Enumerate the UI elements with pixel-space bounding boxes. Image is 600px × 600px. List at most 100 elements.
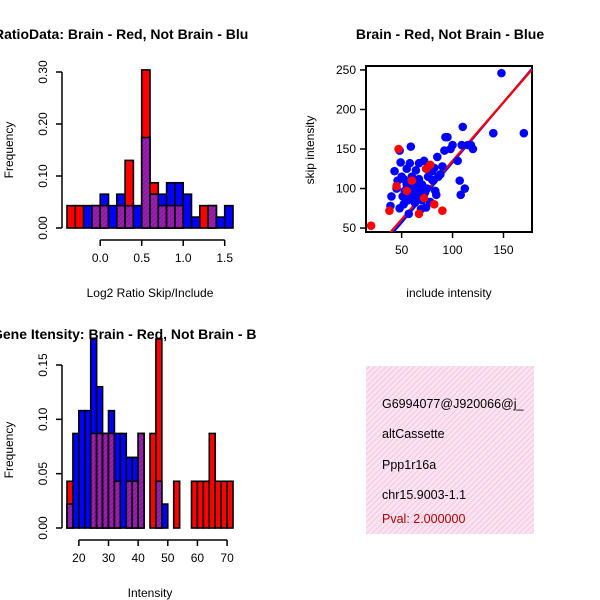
intensity-x-tick-label: 30 — [102, 551, 116, 565]
intensity-overlap-bar — [155, 480, 163, 529]
ratio-overlap-bar — [165, 204, 176, 229]
brain-point — [414, 209, 424, 219]
not-brain-point — [448, 140, 457, 150]
brain-point — [429, 200, 439, 209]
not-brain-point — [431, 190, 441, 200]
intensity-bar — [119, 432, 128, 529]
scatter-fit-lines — [389, 68, 532, 232]
ratio-histogram-bars — [66, 69, 234, 229]
intensity-overlap-bar — [101, 432, 110, 529]
info-event-type: altCassette — [382, 427, 445, 441]
scatter-x-tick-label: 50 — [395, 243, 409, 257]
not-brain-point — [460, 184, 470, 193]
intensity-overlap-bar — [137, 432, 145, 529]
ratio-x-axis: 0.0 0.5 1.0 1.5 — [92, 239, 233, 265]
not-brain-point — [404, 209, 414, 219]
not-brain-point — [453, 156, 462, 166]
ratio-bar — [190, 216, 201, 229]
intensity-y-tick-label: 0.00 — [36, 516, 50, 540]
not-brain-point — [519, 128, 529, 138]
not-brain-point — [456, 190, 466, 200]
not-brain-point — [455, 176, 464, 185]
ratio-overlap-bar — [91, 204, 102, 229]
intensity-bar — [208, 432, 217, 529]
not-brain-point — [497, 68, 506, 78]
scatter-points — [366, 68, 529, 230]
not-brain-point — [422, 184, 432, 193]
ratio-overlap-bar — [157, 204, 168, 229]
ratio-y-tick-label: 0.20 — [36, 112, 50, 136]
scatter-x-label: include intensity — [406, 286, 491, 300]
info-id-line: G6994077@J920066@j_ — [382, 397, 525, 411]
ratio-bar — [107, 204, 118, 229]
ratio-bar — [215, 216, 226, 229]
intensity-x-axis: 20 30 40 50 60 70 — [72, 539, 234, 565]
intensity-bar — [172, 480, 181, 529]
intensity-y-tick-label: 0.15 — [36, 353, 50, 377]
not-brain-point — [419, 156, 429, 166]
ratio-histogram-panel: RatioData: Brain - Red, Not Brain - Blu … — [0, 26, 248, 300]
scatter-y-label: skip intensity — [303, 116, 317, 185]
brain-point — [425, 160, 435, 170]
ratio-overlap-bar — [140, 136, 151, 229]
scatter-y-tick-label: 50 — [343, 221, 357, 235]
intensity-bar — [214, 480, 222, 529]
ratio-x-tick-label: 1.5 — [216, 251, 233, 265]
intensity-y-axis: 0.00 0.05 0.10 0.15 — [36, 353, 63, 540]
intensity-overlap-bar — [107, 432, 116, 529]
scatter-y-tick-label: 150 — [336, 142, 356, 156]
not-brain-point — [432, 152, 442, 162]
intensity-overlap-bar — [131, 480, 139, 529]
info-location: chr15.9003-1.1 — [382, 488, 466, 502]
intensity-bar — [78, 409, 86, 529]
scatter-y-axis: 50 100 150 200 250 — [336, 63, 366, 235]
ratio-y-tick-label: 0.00 — [36, 216, 50, 240]
intensity-x-tick-label: 70 — [220, 551, 234, 565]
intensity-histogram-title: Gene Itensity: Brain - Red, Not Brain - … — [0, 326, 256, 342]
intensity-overlap-bar — [113, 480, 122, 529]
not-brain-point — [438, 162, 447, 171]
ratio-y-tick-label: 0.30 — [36, 60, 50, 84]
intensity-histogram-panel: Gene Itensity: Brain - Red, Not Brain - … — [0, 326, 256, 600]
ratio-x-tick-label: 0.0 — [92, 251, 109, 265]
not-brain-point — [387, 192, 396, 201]
ratio-x-tick-label: 0.5 — [133, 251, 150, 265]
not-brain-point — [410, 198, 420, 208]
intensity-bar — [226, 480, 234, 529]
ratio-y-axis: 0.00 0.10 0.20 0.30 — [36, 60, 63, 240]
intensity-y-tick-label: 0.05 — [36, 462, 50, 486]
ratio-bar — [223, 204, 234, 229]
scatter-x-axis: 50 100 150 — [395, 232, 514, 257]
intensity-bar — [196, 480, 205, 529]
brain-point — [419, 193, 429, 203]
intensity-y-tick-label: 0.10 — [36, 407, 50, 431]
intensity-bar — [220, 480, 228, 529]
ratio-overlap-bar — [124, 204, 135, 229]
info-pval: Pval: 2.000000 — [382, 512, 465, 526]
brain-point — [392, 181, 401, 191]
not-brain-point — [390, 166, 399, 176]
intensity-overlap-bar — [66, 503, 74, 529]
ratio-bar — [82, 204, 93, 229]
intensity-overlap-bar — [125, 480, 134, 529]
intensity-bar — [72, 432, 80, 529]
not-brain-point — [436, 169, 445, 179]
ratio-overlap-bar — [207, 204, 218, 229]
brain-point — [385, 206, 394, 215]
scatter-y-tick-label: 250 — [336, 63, 356, 77]
not-brain-point — [405, 158, 415, 168]
ratio-x-tick-label: 1.0 — [175, 251, 192, 265]
scatter-y-tick-label: 200 — [336, 102, 356, 116]
intensity-x-tick-label: 40 — [131, 551, 145, 565]
ratio-bar — [74, 204, 85, 229]
info-box-background — [366, 366, 534, 534]
intensity-overlap-bar — [95, 432, 104, 529]
not-brain-point — [443, 132, 452, 142]
brain-point — [366, 221, 376, 230]
ratio-overlap-bar — [149, 193, 160, 229]
scatter-panel: Brain - Red, Not Brain - Blue 50 100 150 5… — [303, 26, 544, 300]
ratio-bar — [132, 204, 143, 229]
ratio-x-label: Log2 Ratio Skip/Include — [87, 286, 214, 300]
not-brain-point — [468, 144, 478, 154]
